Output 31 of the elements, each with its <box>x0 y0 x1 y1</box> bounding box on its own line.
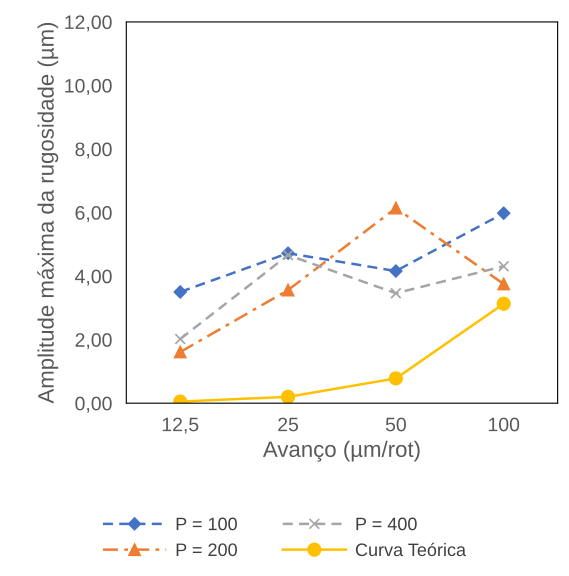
y-tick-label: 0,00 <box>75 396 112 413</box>
y-tick-label: 4,00 <box>75 270 112 286</box>
y-tick-label: 10,00 <box>65 78 112 95</box>
x-tick-label: 50 <box>386 418 406 432</box>
point <box>388 371 403 386</box>
point <box>389 264 403 278</box>
y-tick-label: 12,00 <box>65 15 112 32</box>
point <box>496 296 511 311</box>
point <box>282 249 294 261</box>
y-tick-label: 6,00 <box>76 206 112 222</box>
y-tick-label: 2,00 <box>76 333 112 350</box>
x-tick-label: 25 <box>278 418 298 432</box>
point <box>280 390 296 404</box>
point <box>389 202 402 214</box>
point <box>282 284 294 296</box>
legend-label: P = 200 <box>176 543 237 556</box>
legend-label: P = 400 <box>356 518 417 530</box>
legend-label: P = 100 <box>176 518 237 530</box>
y-axis-title: Amplitude máxima da rugosidade (µm) <box>37 22 58 404</box>
point <box>174 285 187 299</box>
legend-label: Curva Teórica <box>356 542 466 556</box>
point <box>390 288 402 299</box>
x-tick-label: 12,5 <box>162 418 198 434</box>
point <box>498 260 510 272</box>
point <box>174 333 186 345</box>
y-tick-label: 8,00 <box>75 142 112 159</box>
x-axis-title: Avanço (µm/rot) <box>262 440 420 462</box>
point <box>174 346 187 358</box>
point <box>497 278 510 290</box>
x-tick-label: 100 <box>488 418 520 432</box>
point <box>496 206 510 220</box>
